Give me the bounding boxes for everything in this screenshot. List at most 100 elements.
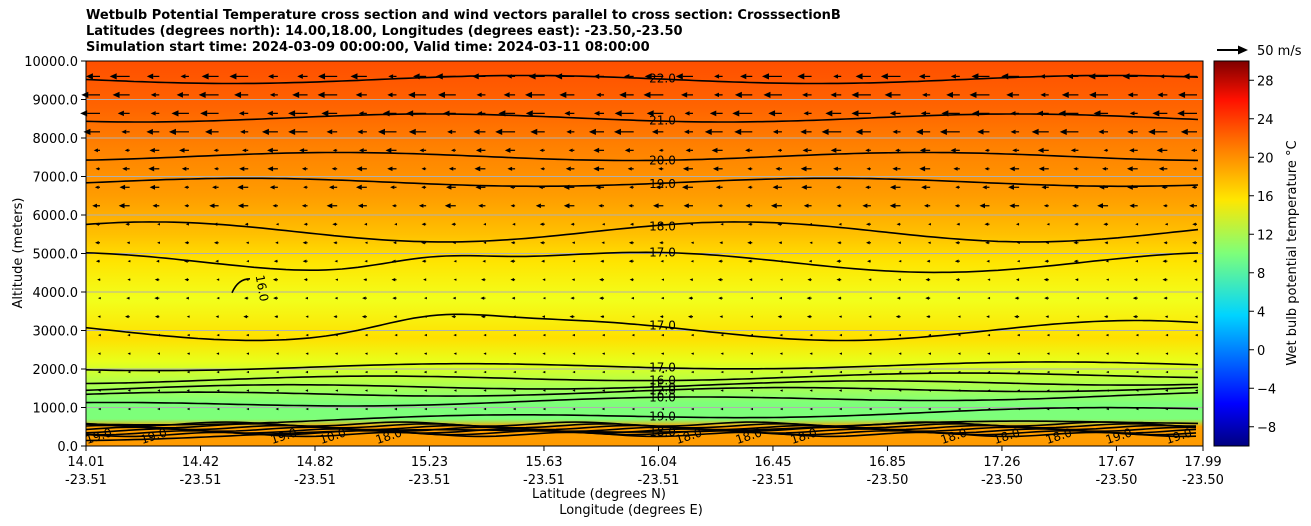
y-tick-label: 7000.0 xyxy=(33,171,79,186)
wind-vector-head xyxy=(720,222,724,226)
surface-contour-line xyxy=(85,428,1197,434)
wind-vector-head xyxy=(747,167,752,171)
wind-vector-head xyxy=(246,333,249,337)
wind-vector-head xyxy=(895,314,900,319)
wind-vector-head xyxy=(245,241,249,244)
wind-vector-head xyxy=(542,352,546,355)
wind-vector-head xyxy=(209,203,215,209)
wind-vector-head xyxy=(215,259,219,263)
wind-vector-head xyxy=(242,148,247,153)
wind-vector-head xyxy=(838,315,842,318)
wind-vector-head xyxy=(275,389,279,392)
wind-vector-head xyxy=(157,389,160,392)
wind-vector-head xyxy=(572,407,576,411)
x-tick-label-lat: 16.85 xyxy=(869,455,906,470)
wind-vector-head xyxy=(152,203,157,208)
wind-vector-head xyxy=(593,147,600,153)
wind-vector-head xyxy=(830,92,837,98)
wind-vector-head xyxy=(1044,296,1048,300)
wind-vector-head xyxy=(1129,203,1135,208)
wind-vector-head xyxy=(954,204,959,208)
wind-vector-head xyxy=(1043,204,1048,208)
wind-vector-head xyxy=(601,407,605,411)
wind-vector-head xyxy=(1006,91,1013,98)
wind-vector-head xyxy=(358,148,364,153)
wind-vector-head xyxy=(149,147,155,153)
wind-vector-head xyxy=(749,278,753,282)
wind-vector-head xyxy=(350,73,358,80)
wind-vector-head xyxy=(955,185,959,189)
wind-vector-head xyxy=(770,203,777,209)
wind-vector-head xyxy=(154,278,159,282)
wind-vector-head xyxy=(268,73,274,79)
x-tick-label-lon: -23.50 xyxy=(866,473,908,488)
wind-vector-head xyxy=(1008,184,1014,190)
wind-vector-head xyxy=(299,148,305,153)
wind-vector-head xyxy=(837,296,841,300)
wind-vector-head xyxy=(682,166,689,172)
wind-vector-head xyxy=(563,203,570,209)
contour-label: 17.0 xyxy=(649,245,676,259)
y-tick-label: 5000.0 xyxy=(33,248,79,263)
wind-vector-head xyxy=(918,73,925,80)
wind-vector-head xyxy=(122,166,127,171)
wind-vector-head xyxy=(377,128,385,135)
wind-vector-head xyxy=(275,223,279,226)
y-tick-label: 4000.0 xyxy=(33,286,79,301)
wind-vector-head xyxy=(1192,222,1196,226)
wind-vector-head xyxy=(1127,129,1133,135)
wind-vector-head xyxy=(659,315,664,319)
wind-vector-head xyxy=(659,241,663,245)
wind-vector-head xyxy=(542,333,546,337)
wind-vector-head xyxy=(985,241,989,245)
wind-vector-head xyxy=(602,223,605,226)
wind-vector-head xyxy=(301,167,306,171)
wind-vector-head xyxy=(779,370,783,374)
wind-vector-head xyxy=(363,278,367,282)
wind-vector-head xyxy=(97,352,101,355)
quiver-key: 50 m/s xyxy=(1217,44,1302,59)
wind-vector-head xyxy=(775,166,780,171)
wind-vector-head xyxy=(512,222,516,226)
wind-vector-head xyxy=(535,203,541,209)
wind-vector-head xyxy=(779,389,783,392)
wind-vector-head xyxy=(275,370,279,374)
wind-vector-head xyxy=(437,91,445,99)
wind-vector-head xyxy=(1132,314,1137,319)
wind-vector-head xyxy=(683,203,689,209)
wind-vector-head xyxy=(602,352,605,355)
wind-vector-head xyxy=(922,92,927,98)
wind-vector-head xyxy=(1046,333,1050,337)
wind-vector-head xyxy=(1152,110,1160,117)
x-tick-label-lon: -23.51 xyxy=(65,473,107,488)
wind-vector-head xyxy=(1195,333,1198,337)
wind-vector-head xyxy=(118,203,125,209)
y-tick-label: 2000.0 xyxy=(33,363,79,378)
contour-lines xyxy=(85,74,1199,442)
wind-vector-head xyxy=(333,315,337,319)
wind-vector-head xyxy=(364,407,368,411)
wind-vector-head xyxy=(939,128,947,135)
wind-vector-head xyxy=(892,129,898,135)
wind-vector-head xyxy=(267,147,273,153)
wind-vector-head xyxy=(288,128,296,135)
wind-vector-head xyxy=(157,407,160,411)
title-line-1: Wetbulb Potential Temperature cross sect… xyxy=(86,8,841,23)
contour-line xyxy=(85,113,1199,123)
wind-vector-head xyxy=(237,203,244,209)
wind-vector-head xyxy=(629,278,634,282)
wind-vector-head xyxy=(717,277,722,282)
wind-vector-head xyxy=(97,370,101,374)
wind-vector-head xyxy=(614,110,622,117)
y-tick-label: 10000.0 xyxy=(24,55,78,70)
wind-vector-head xyxy=(957,352,961,355)
wind-vector-head xyxy=(868,352,872,355)
wind-vector-head xyxy=(419,148,424,153)
x-axis-label-longitude: Longitude (degrees E) xyxy=(559,503,703,518)
colorbar-tick-label: 24 xyxy=(1257,113,1274,128)
wind-vector-head xyxy=(732,110,740,117)
wind-vector-head xyxy=(117,110,124,117)
x-tick-label-lon: -23.50 xyxy=(981,473,1023,488)
wind-vector-head xyxy=(711,147,718,153)
wind-vector-head xyxy=(186,407,190,411)
